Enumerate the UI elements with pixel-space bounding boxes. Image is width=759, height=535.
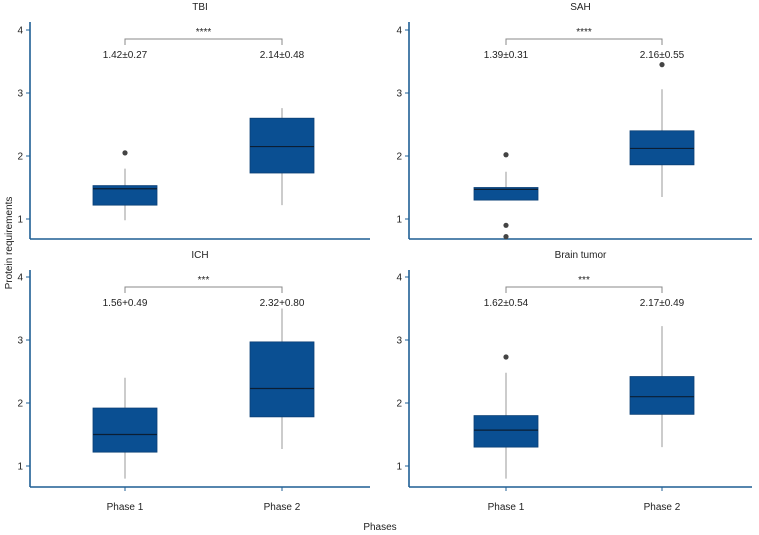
y-tick-label: 4 [17, 26, 23, 37]
panel-ich: ICH 1 2 3 4 Phase 1 Phase 2 *** 1.56+0.49 2.32+0.… [17, 250, 370, 513]
iqr-box [249, 117, 315, 174]
significance-label: *** [198, 275, 210, 286]
outlier-point [503, 234, 509, 240]
y-tick-label: 2 [396, 152, 402, 163]
panel-tbi: TBI 1 2 3 4 **** 1.42±0.27 2.14±0.48 [17, 2, 370, 240]
iqr-box [473, 415, 539, 448]
outlier-point [122, 150, 128, 156]
panel-title: TBI [192, 2, 208, 13]
y-tick-label: 2 [17, 152, 23, 163]
significance-label: **** [196, 27, 212, 38]
summary-label: 1.62±0.54 [484, 298, 529, 309]
box-phase-1: 1.62±0.54 [473, 298, 539, 479]
iqr-box [629, 376, 695, 415]
box-phase-2: 2.17±0.49 [629, 298, 695, 448]
x-tick-label: Phase 2 [264, 502, 301, 513]
box-phase-2: 2.32+0.80 [249, 298, 315, 449]
iqr-box [473, 187, 539, 201]
y-tick-label: 4 [396, 273, 402, 284]
outlier-point [503, 222, 509, 228]
y-tick-label: 3 [396, 89, 402, 100]
panel-title: ICH [191, 250, 208, 261]
summary-label: 2.17±0.49 [640, 298, 685, 309]
y-tick-label: 1 [17, 462, 23, 473]
panel-brain-tumor: Brain tumor 1 2 3 4 Phase 1 Phase 2 *** 1.62±0.5… [396, 250, 752, 513]
y-tick-label: 2 [396, 399, 402, 410]
iqr-box [629, 130, 695, 166]
y-tick-label: 4 [396, 26, 402, 37]
x-tick-label: Phase 1 [488, 502, 525, 513]
y-tick-label: 2 [17, 399, 23, 410]
y-axis-label: Protein requirements [4, 197, 15, 290]
significance-bracket [124, 286, 283, 293]
y-tick-label: 1 [17, 215, 23, 226]
panel-title: Brain tumor [555, 250, 607, 261]
iqr-box [92, 407, 158, 453]
x-tick-label: Phase 2 [644, 502, 681, 513]
iqr-box [249, 341, 315, 418]
significance-bracket [124, 38, 283, 45]
panel-sah: SAH 1 2 3 4 **** 1.39±0.31 2.16±0.55 [396, 2, 752, 240]
y-tick-label: 1 [396, 215, 402, 226]
y-tick-label: 1 [396, 462, 402, 473]
y-tick-label: 4 [17, 273, 23, 284]
summary-label: 2.32+0.80 [260, 298, 305, 309]
significance-label: **** [576, 27, 592, 38]
box-phase-1: 1.39±0.31 [473, 50, 539, 240]
significance-label: *** [578, 275, 590, 286]
summary-label: 1.39±0.31 [484, 50, 529, 61]
box-phase-2: 2.16±0.55 [629, 50, 695, 197]
summary-label: 1.56+0.49 [103, 298, 148, 309]
panel-title: SAH [570, 2, 591, 13]
box-phase-2: 2.14±0.48 [249, 50, 315, 206]
outlier-point [503, 354, 509, 360]
x-axis-label: Phases [363, 522, 396, 533]
summary-label: 1.42±0.27 [103, 50, 148, 61]
significance-bracket [505, 286, 663, 293]
iqr-box [92, 185, 158, 206]
y-tick-label: 3 [17, 336, 23, 347]
y-tick-label: 3 [17, 89, 23, 100]
x-tick-label: Phase 1 [107, 502, 144, 513]
box-phase-1: 1.56+0.49 [92, 298, 158, 479]
summary-label: 2.16±0.55 [640, 50, 685, 61]
outlier-point [659, 62, 665, 68]
y-tick-label: 3 [396, 336, 402, 347]
summary-label: 2.14±0.48 [260, 50, 305, 61]
outlier-point [503, 152, 509, 158]
significance-bracket [505, 38, 663, 45]
box-phase-1: 1.42±0.27 [92, 50, 158, 221]
